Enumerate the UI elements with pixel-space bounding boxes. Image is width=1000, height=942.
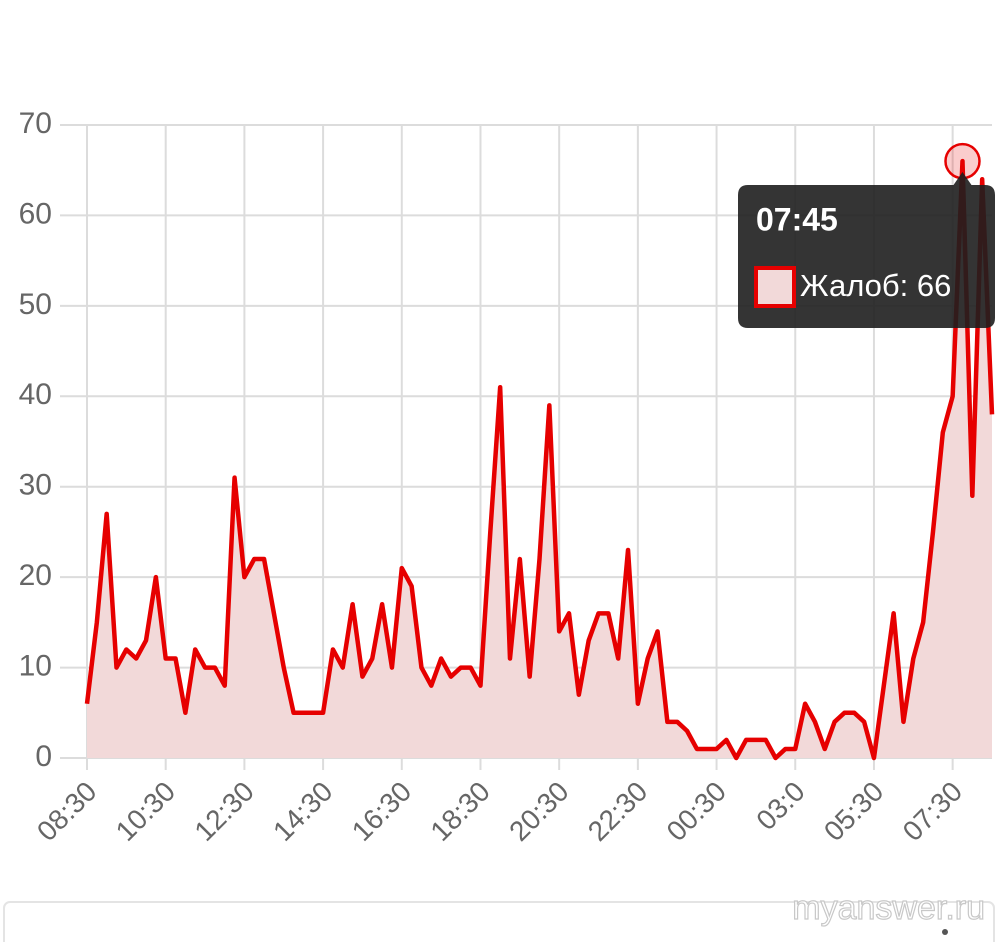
- x-tick-label: 16:30: [346, 776, 417, 847]
- x-tick-label: 05:30: [818, 776, 889, 847]
- y-tick-label: 50: [19, 288, 52, 321]
- y-tick-label: 0: [35, 740, 52, 773]
- card: [3, 901, 995, 942]
- x-tick-label: 03:0: [750, 776, 810, 836]
- line: [84, 158, 995, 761]
- y-tick-label: 20: [19, 559, 52, 592]
- x-tick-label: 12:30: [188, 776, 259, 847]
- x-tick-label: 08:30: [31, 776, 102, 847]
- y-tick-label: 10: [19, 649, 52, 682]
- tooltip-box: [738, 172, 995, 328]
- watermark: myanswer.ru: [792, 889, 985, 927]
- y-tick-label: 70: [19, 107, 52, 140]
- area-fill: [87, 161, 992, 758]
- x-tick-label: 00:30: [661, 776, 732, 847]
- x-tick-label: 20:30: [503, 776, 574, 847]
- x-tick-label: 07:30: [897, 776, 968, 847]
- dot: [942, 929, 948, 935]
- x-tick-label: 18:30: [424, 776, 495, 847]
- y-tick-label: 60: [19, 197, 52, 230]
- y-tick-label: 40: [19, 378, 52, 411]
- y-tick-label: 30: [19, 469, 52, 502]
- tooltip-title: 07:45: [756, 201, 838, 237]
- x-tick-label: 22:30: [582, 776, 653, 847]
- tooltip: 07:45 Жалоб: 66: [738, 172, 995, 328]
- x-tick-label: 10:30: [110, 776, 181, 847]
- tooltip-swatch: [754, 266, 796, 308]
- x-tick-label: 14:30: [267, 776, 338, 847]
- tooltip-label: Жалоб: 66: [800, 268, 951, 303]
